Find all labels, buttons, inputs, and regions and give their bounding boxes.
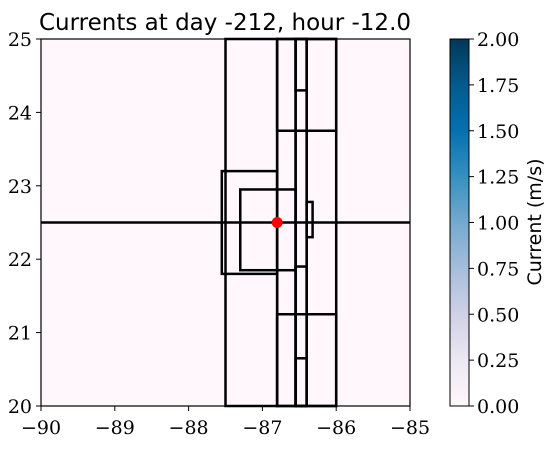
x-tick-label: −85 (390, 417, 430, 439)
colorbar-tick-label: 1.00 (477, 213, 519, 235)
x-tick-label: −90 (21, 417, 61, 439)
colorbar-tick-label: 0.25 (477, 350, 519, 372)
y-tick-label: 23 (8, 176, 32, 198)
colorbar-tick-label: 0.00 (477, 396, 519, 418)
x-tick-label: −86 (316, 417, 356, 439)
colorbar-tick-label: 1.75 (477, 75, 519, 97)
y-tick-label: 24 (8, 102, 32, 124)
x-tick-label: −88 (169, 417, 209, 439)
colorbar-tick-label: 0.50 (477, 304, 519, 326)
grid-box-9 (305, 200, 314, 239)
colorbar-tick-label: 1.25 (477, 167, 519, 189)
grid-box-8 (239, 188, 297, 272)
x-tick-label: −87 (242, 417, 282, 439)
y-tick-label: 22 (8, 249, 32, 271)
colorbar-label: Current (m/s) (524, 158, 546, 285)
y-tick-label: 25 (8, 29, 32, 51)
y-tick-label: 20 (8, 396, 32, 418)
chart-title: Currents at day -212, hour -12.0 (39, 10, 411, 36)
colorbar-tick-label: 0.75 (477, 258, 519, 280)
y-axis: 20 21 22 23 24 25 (8, 29, 41, 418)
x-axis: −90 −89 −88 −87 −86 −85 (21, 406, 430, 439)
colorbar-tick-label: 1.50 (477, 121, 519, 143)
x-tick-label: −89 (95, 417, 135, 439)
plot-frame (40, 38, 411, 407)
colorbar: 0.00 0.25 0.50 0.75 1.00 1.25 1.50 1.75 2.00 (449, 29, 519, 418)
location-marker (271, 217, 283, 228)
colorbar-tick-label: 2.00 (477, 29, 519, 51)
y-tick-label: 21 (8, 323, 32, 345)
colorbar-ramp (450, 39, 469, 406)
plot-area (40, 37, 411, 408)
